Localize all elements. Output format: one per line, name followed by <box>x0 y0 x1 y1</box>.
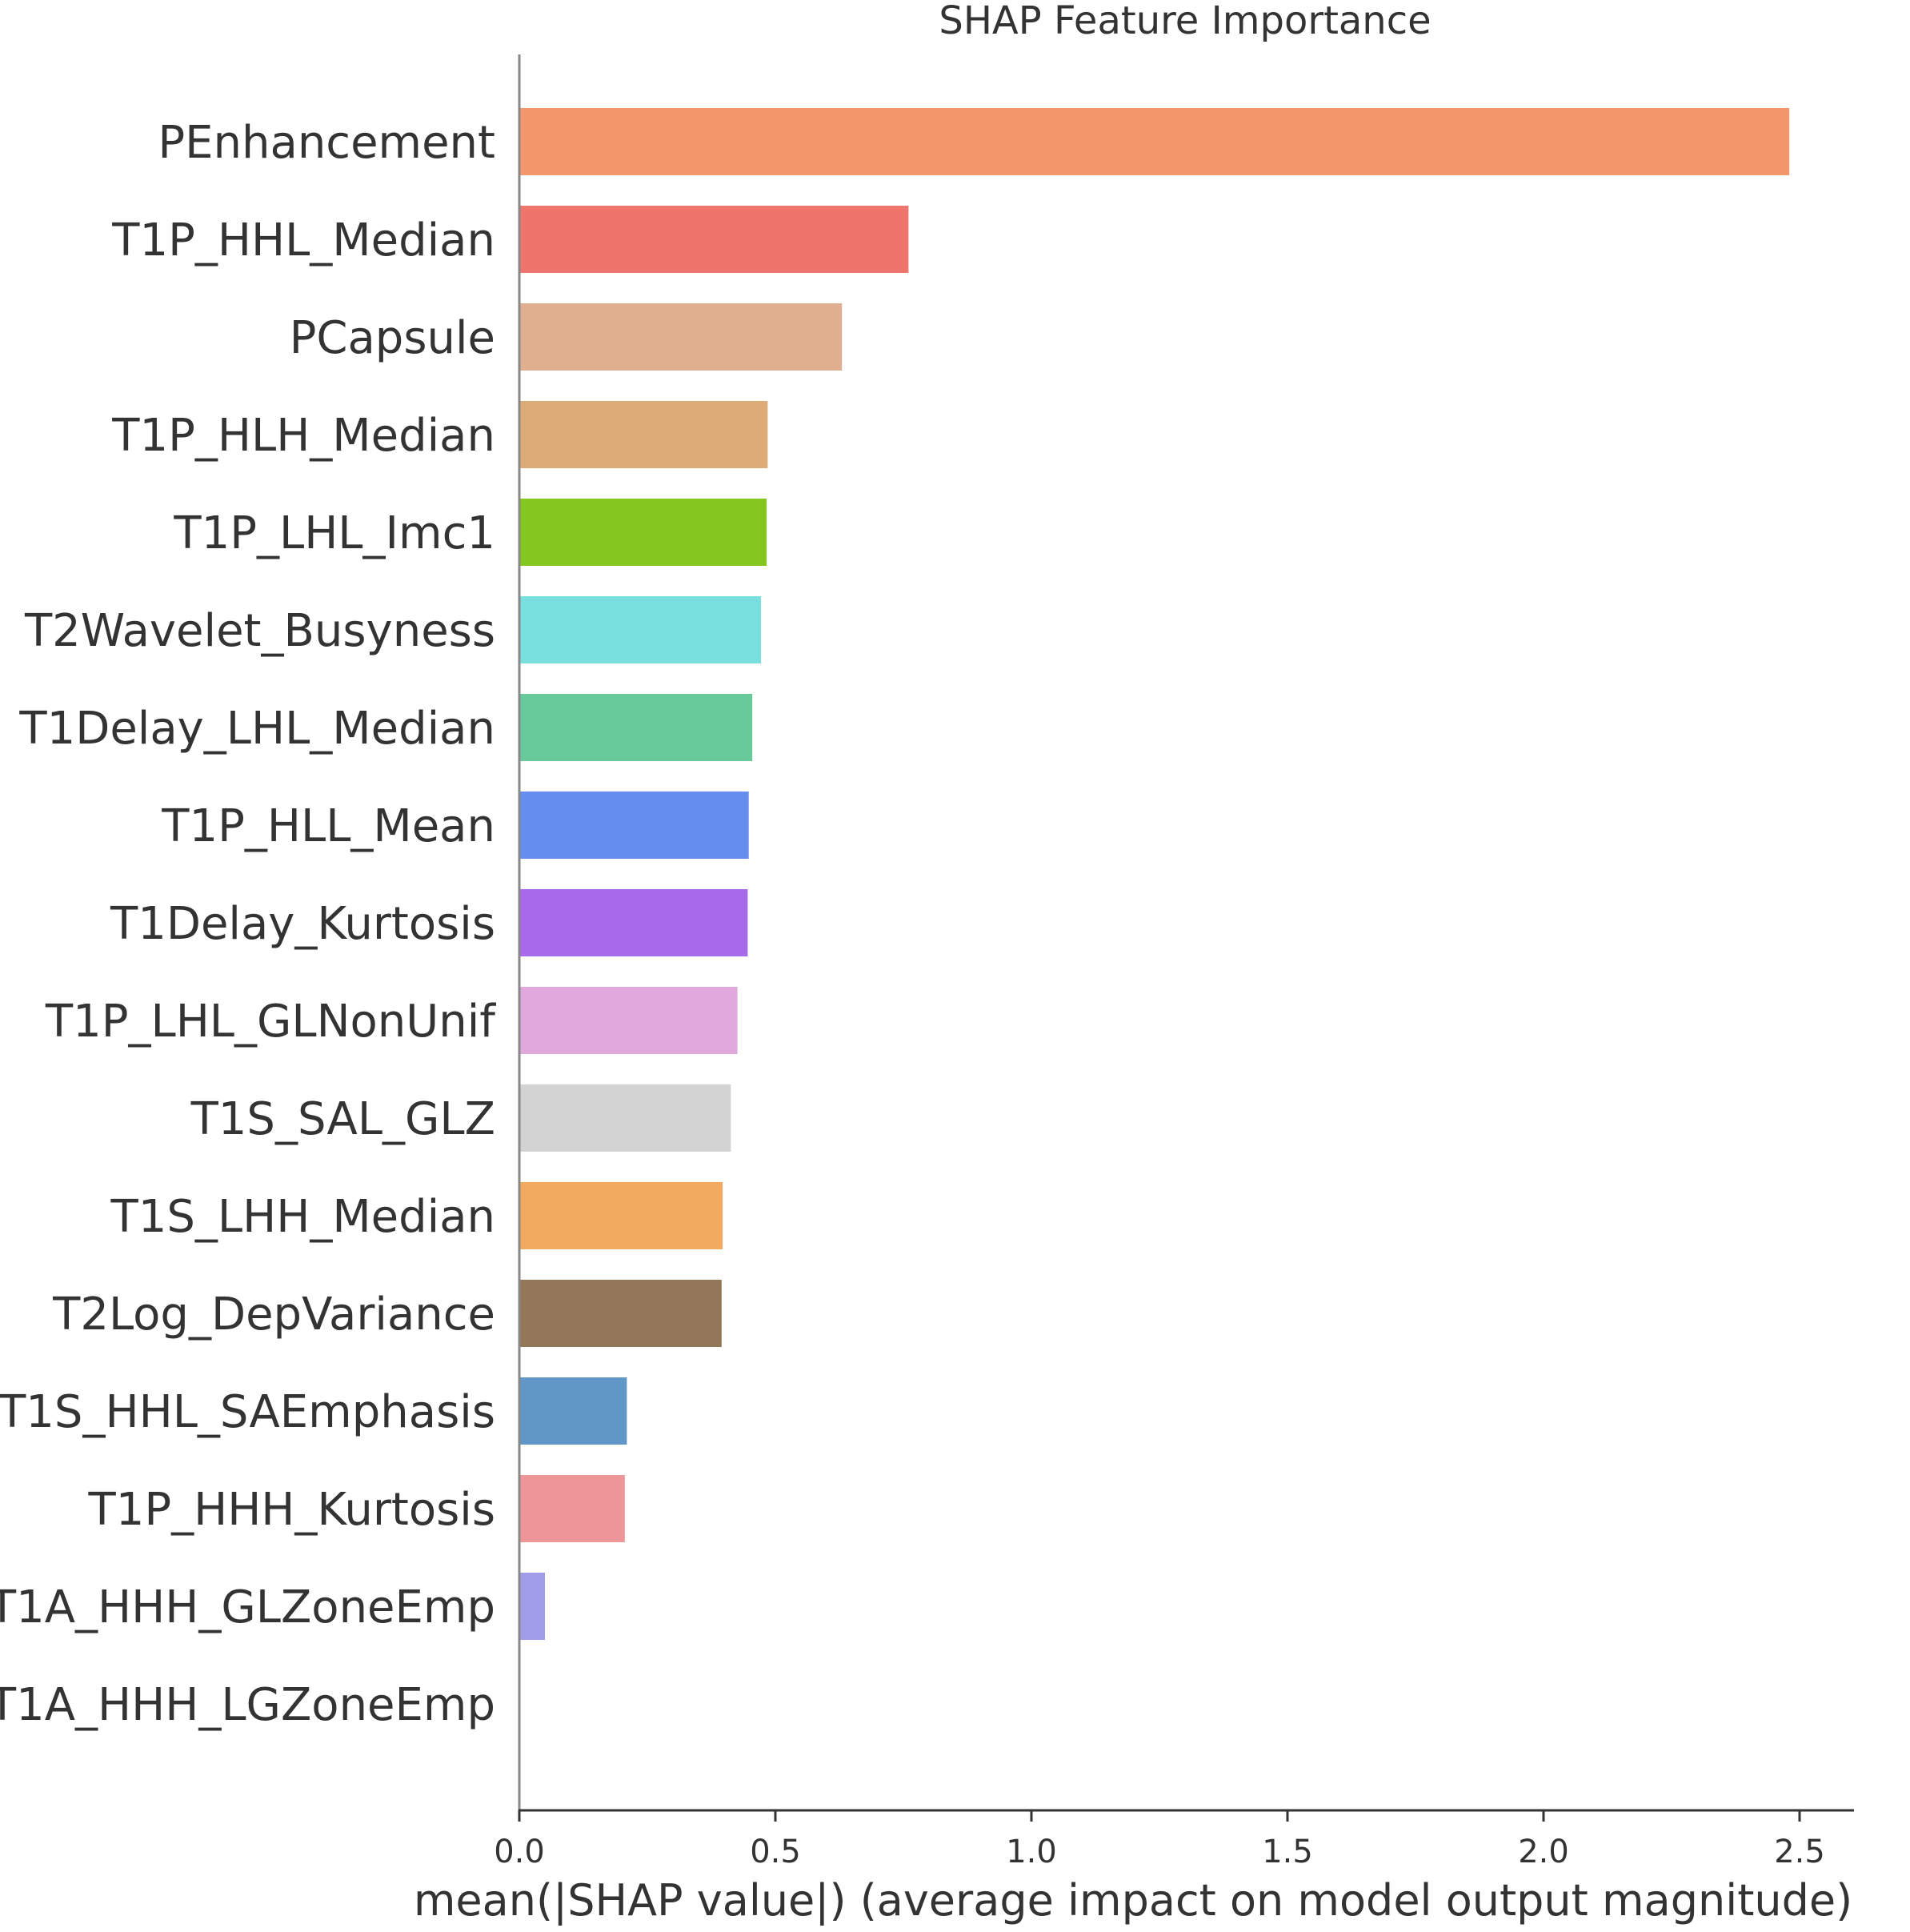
category-label-t1s-hhl-saemphasis: T1S_HHL_SAEmphasis <box>0 1386 495 1438</box>
bar-t2wavelet-busyness <box>519 596 762 663</box>
bar-penhancement <box>519 108 1790 175</box>
bars-group <box>519 108 1790 1640</box>
category-label-pcapsule: PCapsule <box>290 312 495 364</box>
x-tick-label: 2.0 <box>1518 1834 1569 1870</box>
bar-t1s-hhl-saemphasis <box>519 1377 627 1445</box>
x-tick-label: 0.5 <box>750 1834 801 1870</box>
category-label-t1a-hhh-glzoneemp: T1A_HHH_GLZoneEmp <box>0 1581 495 1633</box>
category-label-t1p-lhl-glnonunif: T1P_LHL_GLNonUnif <box>45 996 496 1048</box>
x-tick-label: 2.5 <box>1774 1834 1825 1870</box>
bar-t1p-hll-mean <box>519 792 749 859</box>
category-label-t1p-hlh-median: T1P_HLH_Median <box>111 410 495 462</box>
bar-t2log-depvariance <box>519 1280 722 1347</box>
category-label-t1delay-lhl-median: T1Delay_LHL_Median <box>18 703 495 755</box>
category-label-t1s-sal-glz: T1S_SAL_GLZ <box>190 1093 495 1145</box>
x-tick-label: 1.5 <box>1262 1834 1313 1870</box>
bar-t1delay-lhl-median <box>519 694 753 761</box>
bar-t1p-hhl-median <box>519 206 909 273</box>
x-tick-label: 1.0 <box>1006 1834 1057 1870</box>
category-label-t1p-lhl-imc1: T1P_LHL_Imc1 <box>173 507 495 559</box>
category-label-t1p-hhl-median: T1P_HHL_Median <box>111 214 495 267</box>
x-axis-label: mean(|SHAP value|) (average impact on mo… <box>414 1875 1852 1926</box>
category-labels: PEnhancement T1P_HHL_Median PCapsule T1P_HL… <box>0 117 496 1731</box>
bar-pcapsule <box>519 303 843 371</box>
category-label-t1p-hll-mean: T1P_HLL_Mean <box>161 800 495 852</box>
x-tick-label: 0.0 <box>494 1834 545 1870</box>
bar-t1s-lhh-median <box>519 1182 723 1249</box>
bar-t1a-hhh-glzoneemp <box>519 1573 545 1640</box>
category-label-t1p-hhh-kurtosis: T1P_HHH_Kurtosis <box>87 1484 495 1536</box>
x-axis-ticks: 0.0 0.5 1.0 1.5 2.0 2.5 <box>494 1810 1825 1870</box>
bar-t1s-sal-glz <box>519 1084 731 1152</box>
category-label-t1s-lhh-median: T1S_LHH_Median <box>110 1191 495 1243</box>
category-label-t2log-depvariance: T2Log_DepVariance <box>52 1289 495 1341</box>
bar-t1p-hhh-kurtosis <box>519 1475 625 1542</box>
bar-t1p-lhl-glnonunif <box>519 987 738 1054</box>
category-label-t2wavelet-busyness: T2Wavelet_Busyness <box>24 605 495 657</box>
bar-t1p-hlh-median <box>519 401 768 468</box>
chart-title: SHAP Feature Importance <box>939 0 1431 43</box>
category-label-penhancement: PEnhancement <box>158 117 495 169</box>
bar-t1p-lhl-imc1 <box>519 499 767 566</box>
bar-t1delay-kurtosis <box>519 889 748 956</box>
category-label-t1a-hhh-lgzoneemp: T1A_HHH_LGZoneEmp <box>0 1679 495 1731</box>
category-label-t1delay-kurtosis: T1Delay_Kurtosis <box>110 898 495 950</box>
